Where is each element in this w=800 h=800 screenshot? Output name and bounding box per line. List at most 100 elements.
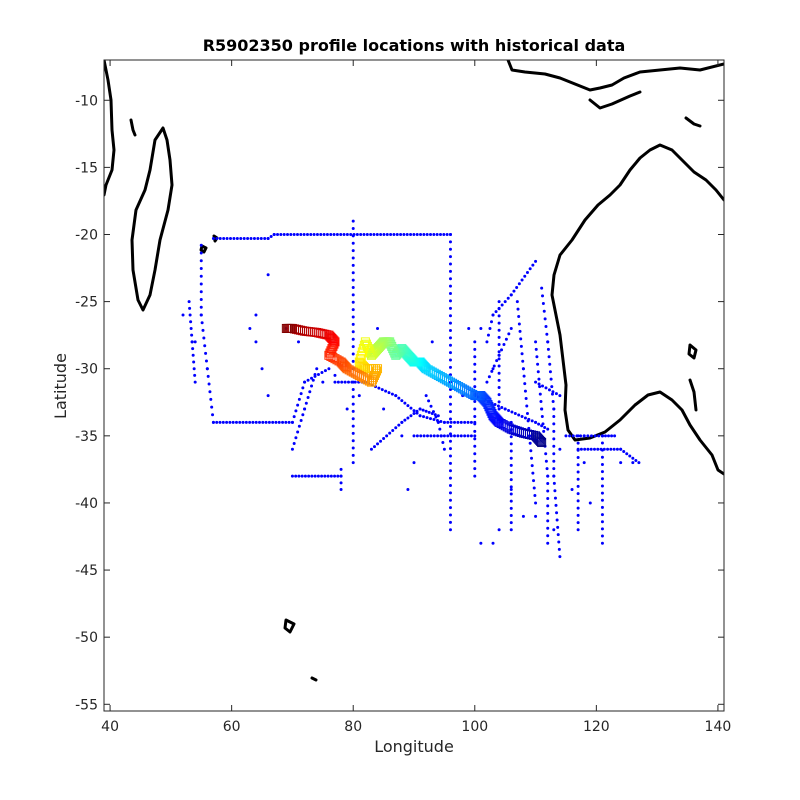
historical-point <box>296 403 300 407</box>
historical-point <box>316 372 320 376</box>
historical-point <box>301 413 305 417</box>
historical-point <box>199 243 203 247</box>
historical-point <box>322 232 326 236</box>
historical-point <box>428 417 432 421</box>
y-tick-label: -25 <box>75 295 98 311</box>
historical-point <box>497 335 501 339</box>
historical-point <box>248 420 252 424</box>
historical-point <box>497 393 501 397</box>
historical-point <box>351 446 355 450</box>
historical-point <box>403 418 407 422</box>
historical-point <box>600 434 604 438</box>
historical-point <box>517 282 521 286</box>
historical-point <box>394 394 398 398</box>
historical-point <box>576 521 580 525</box>
historical-point <box>303 407 307 411</box>
historical-point <box>537 422 541 426</box>
historical-point <box>537 382 541 386</box>
historical-point <box>612 447 616 451</box>
historical-point <box>412 434 416 438</box>
historical-point <box>351 387 355 391</box>
historical-point <box>327 367 331 371</box>
float-profile-square <box>360 337 370 347</box>
historical-point <box>329 474 333 478</box>
historical-point <box>207 382 211 386</box>
historical-point <box>351 293 355 297</box>
historical-point <box>199 290 203 294</box>
historical-point <box>530 464 534 468</box>
historical-point <box>497 400 501 404</box>
historical-point <box>520 278 524 282</box>
historical-point <box>576 528 580 532</box>
historical-point <box>422 434 426 438</box>
historical-point <box>448 343 452 347</box>
historical-point <box>448 351 452 355</box>
historical-point <box>339 467 343 471</box>
historical-point <box>425 416 429 420</box>
historical-point <box>415 232 419 236</box>
historical-point <box>473 434 477 438</box>
historical-point <box>509 506 513 510</box>
historical-point <box>448 240 452 244</box>
historical-point <box>448 299 452 303</box>
historical-point <box>336 474 340 478</box>
historical-point <box>459 420 463 424</box>
historical-point <box>479 326 483 330</box>
historical-point <box>351 461 355 465</box>
historical-point <box>429 434 433 438</box>
historical-point <box>296 430 300 434</box>
historical-point <box>292 442 296 446</box>
float-profile-squares <box>281 323 547 448</box>
historical-point <box>200 321 204 325</box>
historical-point <box>609 447 613 451</box>
historical-point <box>504 337 508 341</box>
historical-point <box>546 347 550 351</box>
historical-point <box>351 322 355 326</box>
historical-point <box>284 420 288 424</box>
historical-point <box>473 400 477 404</box>
historical-point <box>448 513 452 517</box>
x-tick-label: 100 <box>461 719 488 735</box>
historical-point <box>485 380 489 384</box>
historical-point <box>222 237 226 241</box>
australia-south-islands <box>688 378 698 412</box>
historical-point <box>333 474 337 478</box>
historical-point <box>332 232 336 236</box>
historical-point <box>372 445 376 449</box>
historical-point <box>516 307 520 311</box>
historical-point <box>204 351 208 355</box>
historical-point <box>439 434 443 438</box>
historical-point <box>248 326 252 330</box>
historical-point <box>375 232 379 236</box>
historical-point <box>552 459 556 463</box>
historical-point <box>541 422 545 426</box>
historical-point <box>548 362 552 366</box>
historical-point <box>456 420 460 424</box>
historical-point <box>556 525 560 529</box>
historical-point <box>473 407 477 411</box>
float-profile-square <box>532 432 542 442</box>
y-tick-label: -45 <box>75 563 98 579</box>
historical-point <box>529 449 533 453</box>
historical-point <box>579 447 583 451</box>
historical-point <box>187 300 191 304</box>
historical-point <box>619 461 623 465</box>
historical-point <box>448 395 452 399</box>
historical-point <box>507 408 511 412</box>
historical-point <box>549 377 553 381</box>
historical-point <box>406 488 410 492</box>
historical-point <box>546 519 550 523</box>
historical-point <box>339 474 343 478</box>
historical-point <box>576 484 580 488</box>
historical-point <box>576 447 580 451</box>
historical-point <box>541 302 545 306</box>
float-profile-square <box>357 360 367 370</box>
historical-point <box>388 431 392 435</box>
historical-point <box>600 462 604 466</box>
historical-point <box>272 232 276 236</box>
historical-point <box>448 506 452 510</box>
historical-point <box>279 232 283 236</box>
historical-point <box>525 411 529 415</box>
historical-point <box>509 471 513 475</box>
historical-point <box>586 447 590 451</box>
